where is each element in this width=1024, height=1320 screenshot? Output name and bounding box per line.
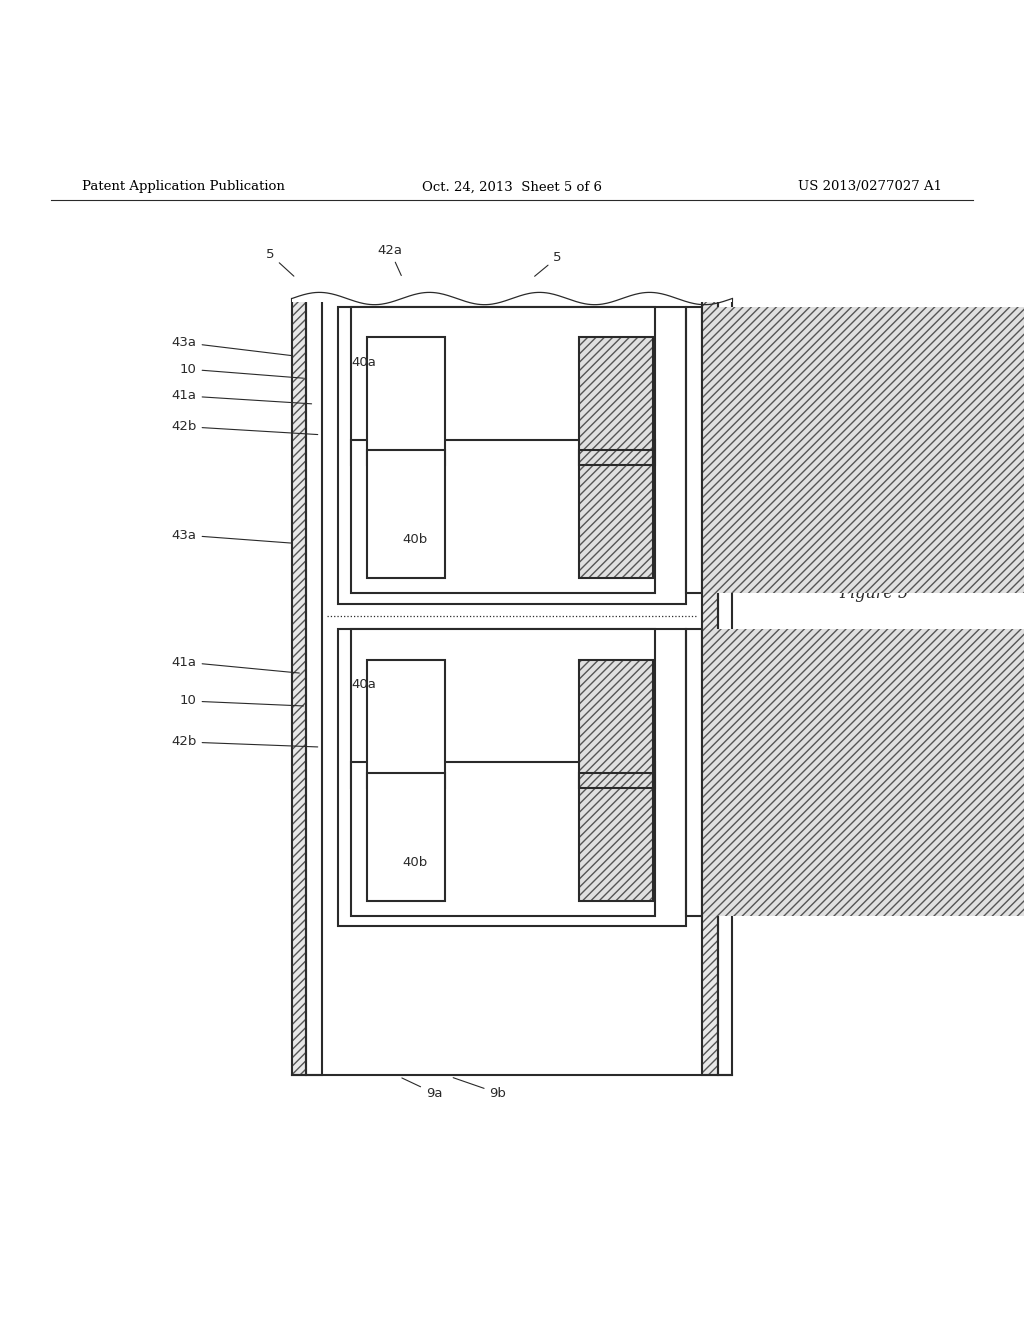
Bar xyxy=(367,660,445,788)
Text: 40b: 40b xyxy=(402,855,428,869)
Text: 5: 5 xyxy=(535,251,561,276)
Bar xyxy=(351,440,655,594)
Text: 41b: 41b xyxy=(713,700,779,713)
Bar xyxy=(702,306,1024,594)
Bar xyxy=(338,630,686,927)
Text: 9b: 9b xyxy=(454,1077,506,1100)
Text: US 2013/0277027 A1: US 2013/0277027 A1 xyxy=(798,181,942,194)
Bar xyxy=(367,772,445,900)
Bar xyxy=(338,306,686,603)
Bar xyxy=(702,298,718,1074)
Bar xyxy=(579,772,653,900)
Bar xyxy=(351,306,655,466)
Text: 43b: 43b xyxy=(720,449,779,462)
Text: 43b: 43b xyxy=(720,776,779,789)
Text: 42b: 42b xyxy=(171,420,317,434)
Text: 42a: 42a xyxy=(715,653,778,672)
Bar xyxy=(579,660,653,788)
Bar xyxy=(702,298,718,1074)
Text: 10: 10 xyxy=(720,416,770,429)
Bar xyxy=(292,298,306,1074)
Bar xyxy=(306,298,322,1074)
Bar xyxy=(686,306,702,594)
Bar xyxy=(686,630,702,916)
Bar xyxy=(292,298,306,1074)
Text: 10: 10 xyxy=(180,363,303,379)
Text: 42a: 42a xyxy=(378,244,402,276)
Bar xyxy=(579,450,653,578)
Text: Patent Application Publication: Patent Application Publication xyxy=(82,181,285,194)
Bar xyxy=(702,630,1024,916)
Bar xyxy=(367,338,445,466)
Text: 41b: 41b xyxy=(715,383,779,399)
Bar xyxy=(351,763,655,916)
Text: 40a: 40a xyxy=(351,678,377,692)
Bar xyxy=(579,772,653,900)
Text: 43a: 43a xyxy=(172,528,291,543)
Text: Oct. 24, 2013  Sheet 5 of 6: Oct. 24, 2013 Sheet 5 of 6 xyxy=(422,181,602,194)
Bar xyxy=(367,450,445,578)
Text: 41a: 41a xyxy=(172,656,299,673)
Text: 10: 10 xyxy=(720,741,770,754)
Text: 9a: 9a xyxy=(401,1078,442,1100)
Bar xyxy=(351,630,655,788)
Text: 42a: 42a xyxy=(715,346,778,366)
Bar xyxy=(292,297,732,301)
Text: 5: 5 xyxy=(266,248,294,276)
Bar xyxy=(718,298,732,1074)
Text: 10: 10 xyxy=(180,694,303,708)
Text: 40a: 40a xyxy=(351,356,377,368)
Bar xyxy=(579,660,653,788)
Bar xyxy=(579,450,653,578)
Text: Figure 5: Figure 5 xyxy=(840,585,909,602)
Text: 43a: 43a xyxy=(172,337,291,355)
Text: 41a: 41a xyxy=(172,389,311,404)
Text: 40b: 40b xyxy=(402,533,428,546)
Bar xyxy=(579,338,653,466)
Text: 42b: 42b xyxy=(171,735,317,748)
Bar xyxy=(579,338,653,466)
